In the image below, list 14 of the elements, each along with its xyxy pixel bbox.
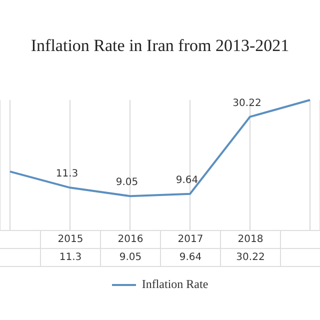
x-tick-label: 2017 — [160, 231, 220, 248]
chart-title: Inflation Rate in Iran from 2013-2021 — [30, 36, 290, 56]
data-label: 30.22 — [220, 249, 280, 266]
x-tick-label: 2015 — [40, 231, 100, 248]
text: 30.22 — [232, 98, 262, 109]
data-label: 11.3 — [40, 249, 100, 266]
data-label: 9.64 — [160, 249, 220, 266]
x-tick-label: 2016 — [100, 231, 160, 248]
legend-label: Inflation Rate — [142, 277, 208, 292]
text: 9.64 — [176, 174, 198, 186]
text: 11.3 — [56, 168, 78, 180]
data-label: 9.05 — [100, 249, 160, 266]
x-tick-label: 2018 — [220, 231, 280, 248]
text: 9.05 — [116, 177, 138, 188]
